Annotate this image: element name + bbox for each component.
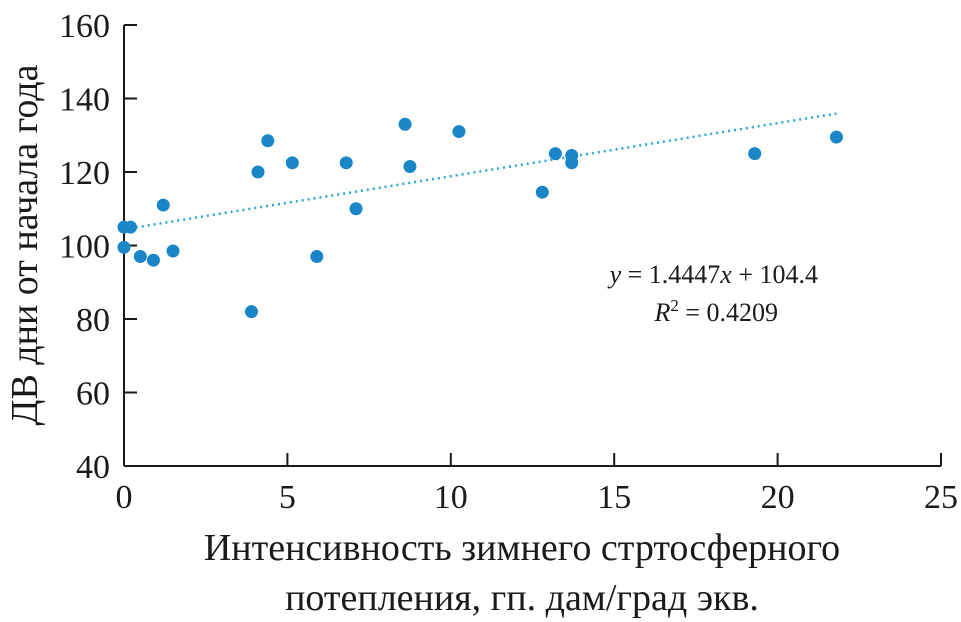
data-point [117,240,131,254]
x-tick-label: 25 [924,479,958,516]
data-point [452,125,466,139]
x-tick-label: 20 [761,479,795,516]
equation-slope: = 1.4447 [621,260,720,289]
x-axis-title-line-2: потепления, гп. дам/град экв. [285,577,759,619]
data-point [156,198,170,212]
equation-y-var: y [607,260,622,289]
data-point [244,305,258,319]
x-tick-label: 15 [597,479,631,516]
y-tick-label: 120 [59,155,110,192]
data-point [124,220,138,234]
data-point [535,185,549,199]
trendline [123,112,837,231]
y-tick-label: 80 [76,302,110,339]
equation-x-var: x [719,260,732,289]
y-tick-label: 60 [76,376,110,413]
x-axis-title-line-1: Интенсивность зимнего стртосферного [204,527,840,569]
x-axis-ticks: 0 5 10 15 20 25 [116,453,958,516]
data-point [310,250,324,264]
data-point [398,117,412,131]
data-point [403,159,417,173]
r-squared-label: R2 = 0.4209 [653,296,778,327]
r-squared-exponent: 2 [670,296,679,315]
regression-equation: y = 1.4447x + 104.4 [607,260,818,289]
y-tick-label: 100 [59,229,110,266]
data-point [548,147,562,161]
data-point [261,134,275,148]
data-point [829,130,843,144]
data-point [146,253,160,267]
y-tick-label: 140 [59,82,110,119]
data-point [285,156,299,170]
r-squared-value: = 0.4209 [679,298,778,327]
equation-intercept: + 104.4 [732,260,818,289]
data-point [565,156,579,170]
y-tick-label: 40 [76,449,110,486]
data-point [339,156,353,170]
x-tick-label: 5 [279,479,296,516]
data-point [349,202,363,216]
y-axis-ticks: 40 60 80 100 120 140 160 [59,8,137,486]
y-tick-label: 160 [59,8,110,45]
x-tick-label: 10 [434,479,468,516]
y-axis-title: ДВ дни от начала года [4,64,46,425]
data-point [166,244,180,258]
x-tick-label: 0 [116,479,133,516]
data-point [251,165,265,179]
r-squared-var: R [653,298,670,327]
data-point [133,250,147,264]
data-points [117,117,843,319]
data-point [748,147,762,161]
